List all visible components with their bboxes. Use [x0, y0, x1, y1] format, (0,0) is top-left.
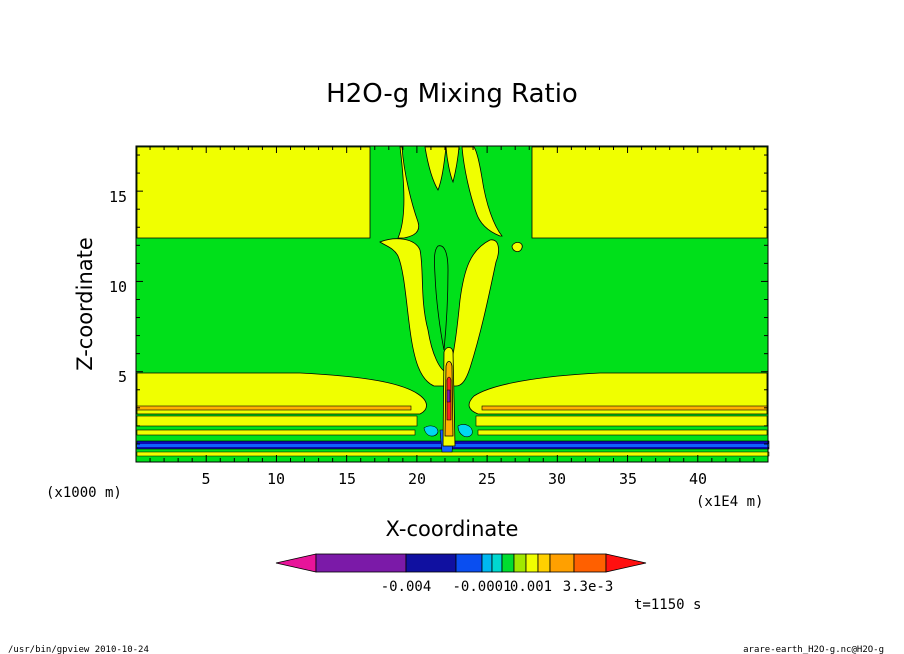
- colorbar-segment: [537, 553, 551, 573]
- x-axis-label: X-coordinate: [386, 517, 519, 541]
- footer-left: /usr/bin/gpview 2010-10-24: [8, 645, 149, 654]
- contour-lower-yellow: [136, 372, 427, 415]
- footer-right: arare-earth_H2O-g.nc@H2O-g: [743, 645, 884, 654]
- x-unit-left: (x1000 m): [46, 485, 122, 501]
- band-yellow-bottom: [136, 451, 770, 457]
- y-tick-labels: 5 10 15: [109, 188, 127, 386]
- plot-area: [135, 145, 770, 463]
- x-tick-label: 15: [338, 470, 356, 488]
- plot-frame: [135, 145, 769, 463]
- x-tick-label: 20: [408, 470, 426, 488]
- colorbar-arrow-min: [275, 553, 317, 573]
- band-yellow-2: [136, 415, 418, 427]
- colorbar: [275, 553, 647, 573]
- contour-plume-branch-1: [397, 146, 420, 239]
- chart-title: H2O-g Mixing Ratio: [326, 79, 578, 109]
- band-yellow-3: [136, 429, 416, 436]
- x-tick-labels: 5 10 15 20 25 30 35 40: [201, 470, 707, 488]
- x-tick-label: 40: [689, 470, 707, 488]
- y-axis-label: Z-coordinate: [73, 237, 97, 371]
- band-orange-1r: [481, 405, 768, 411]
- time-label: t=1150 s: [634, 597, 701, 613]
- contour-plume-branch-3: [461, 146, 503, 237]
- colorbar-segment: [405, 553, 457, 573]
- colorbar-arrow-max: [605, 553, 647, 573]
- contour-upper-left: [136, 146, 371, 239]
- contour-small-blob: [511, 242, 523, 252]
- x-tick-label: 5: [201, 470, 210, 488]
- band-yellow-2r: [475, 415, 768, 427]
- contour-plume-branch-2: [424, 146, 447, 191]
- x-tick-label: 30: [548, 470, 566, 488]
- x-tick-label: 35: [619, 470, 637, 488]
- colorbar-segment: [573, 553, 607, 573]
- y-tick-label: 10: [109, 278, 127, 296]
- colorbar-segment: [513, 553, 527, 573]
- band-yellow-3r: [477, 429, 768, 436]
- contour-plume-mid: [379, 238, 499, 387]
- contour-lower-yellow-right: [468, 372, 768, 415]
- y-tick-label: 5: [118, 368, 127, 386]
- colorbar-label-1: -0.004: [381, 579, 432, 595]
- colorbar-segment: [491, 553, 503, 573]
- colorbar-label-2: -0.0001: [452, 579, 511, 595]
- colorbar-label-3: 0.001: [510, 579, 552, 595]
- band-orange-1: [136, 405, 412, 411]
- contour-plume-top: [445, 146, 460, 184]
- contour-plume-mid-inner: [434, 245, 449, 351]
- colorbar-segment: [315, 553, 407, 573]
- colorbar-label-4: 3.3e-3: [563, 579, 614, 595]
- colorbar-segment: [549, 553, 575, 573]
- colorbar-segment: [501, 553, 515, 573]
- x-tick-label: 25: [478, 470, 496, 488]
- contour-cyan-left: [423, 425, 439, 437]
- axis-ticks: [136, 146, 768, 462]
- y-tick-label: 15: [109, 188, 127, 206]
- x-unit-right: (x1E4 m): [696, 494, 763, 510]
- x-tick-label: 10: [267, 470, 285, 488]
- contour-cyan-right: [457, 424, 473, 438]
- colorbar-segment: [525, 553, 539, 573]
- contour-column-purple: [446, 389, 451, 403]
- contour-upper-right: [531, 146, 768, 239]
- colorbar-segment: [481, 553, 493, 573]
- colorbar-segment: [455, 553, 483, 573]
